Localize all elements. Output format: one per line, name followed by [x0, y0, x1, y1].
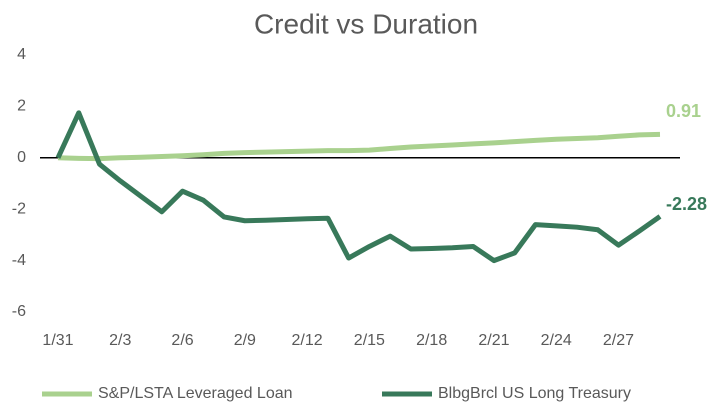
- legend-label: S&P/LSTA Leveraged Loan: [98, 385, 293, 402]
- x-tick-label: 2/27: [603, 332, 634, 349]
- y-tick-label: 4: [17, 46, 26, 63]
- y-tick-label: -2: [12, 200, 26, 217]
- chart-title: Credit vs Duration: [254, 8, 478, 39]
- x-tick-label: 2/18: [416, 332, 447, 349]
- y-tick-label: 0: [17, 149, 26, 166]
- y-tick-label: 2: [17, 98, 26, 115]
- data-label: 0.91: [666, 101, 701, 121]
- legend-label: BlbgBrcl US Long Treasury: [438, 385, 631, 402]
- line-series: [57, 131, 661, 162]
- data-label: -2.28: [666, 194, 707, 214]
- x-tick-label: 2/24: [541, 332, 572, 349]
- x-tick-label: 2/21: [478, 332, 509, 349]
- x-tick-label: 2/3: [109, 332, 131, 349]
- y-tick-label: -4: [12, 252, 26, 269]
- x-tick-label: 2/6: [171, 332, 193, 349]
- x-tick-label: 1/31: [42, 332, 73, 349]
- x-tick-label: 2/9: [234, 332, 256, 349]
- line-series: [55, 110, 662, 264]
- y-tick-label: -6: [12, 303, 26, 320]
- x-tick-label: 2/15: [354, 332, 385, 349]
- x-tick-label: 2/12: [292, 332, 323, 349]
